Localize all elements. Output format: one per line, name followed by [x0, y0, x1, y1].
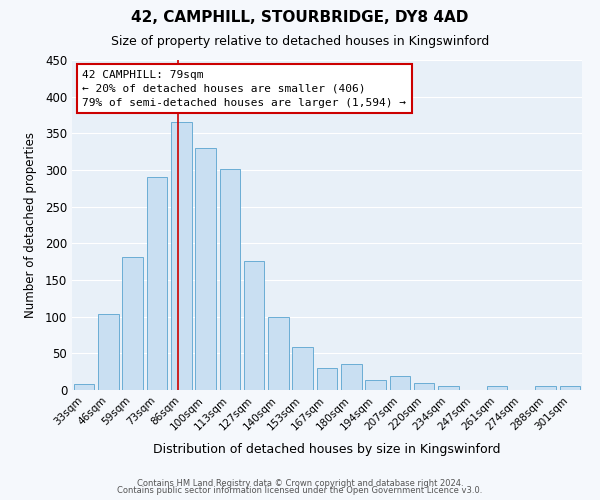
Bar — [341, 364, 362, 390]
Bar — [365, 380, 386, 390]
Bar — [414, 382, 434, 390]
Text: Contains public sector information licensed under the Open Government Licence v3: Contains public sector information licen… — [118, 486, 482, 495]
Y-axis label: Number of detached properties: Number of detached properties — [23, 132, 37, 318]
Text: 42, CAMPHILL, STOURBRIDGE, DY8 4AD: 42, CAMPHILL, STOURBRIDGE, DY8 4AD — [131, 10, 469, 25]
Bar — [487, 386, 508, 390]
Bar — [195, 148, 216, 390]
Bar — [317, 368, 337, 390]
X-axis label: Distribution of detached houses by size in Kingswinford: Distribution of detached houses by size … — [153, 443, 501, 456]
Bar — [438, 386, 459, 390]
Text: Contains HM Land Registry data © Crown copyright and database right 2024.: Contains HM Land Registry data © Crown c… — [137, 478, 463, 488]
Bar — [268, 316, 289, 390]
Bar — [560, 386, 580, 390]
Bar — [535, 386, 556, 390]
Bar — [146, 178, 167, 390]
Bar — [74, 384, 94, 390]
Bar — [389, 376, 410, 390]
Text: Size of property relative to detached houses in Kingswinford: Size of property relative to detached ho… — [111, 35, 489, 48]
Bar — [122, 258, 143, 390]
Text: 42 CAMPHILL: 79sqm
← 20% of detached houses are smaller (406)
79% of semi-detach: 42 CAMPHILL: 79sqm ← 20% of detached hou… — [82, 70, 406, 108]
Bar — [98, 314, 119, 390]
Bar — [292, 348, 313, 390]
Bar — [220, 170, 240, 390]
Bar — [171, 122, 191, 390]
Bar — [244, 261, 265, 390]
